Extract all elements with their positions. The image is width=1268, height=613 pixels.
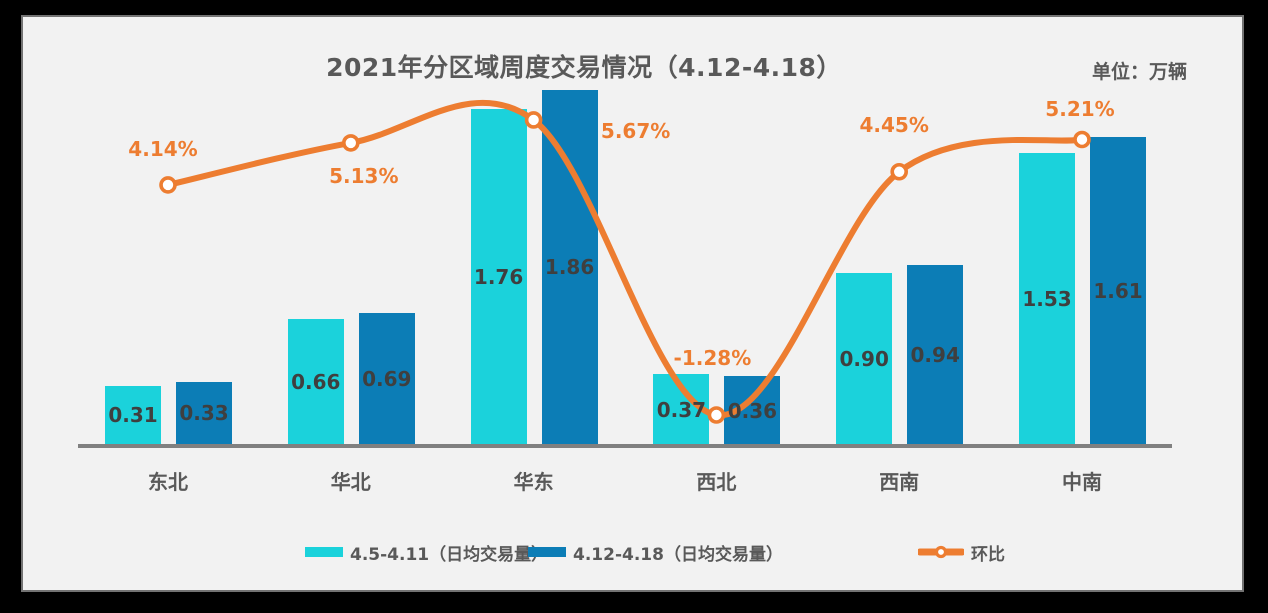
legend-label-week1: 4.5-4.11（日均交易量） [350,544,549,565]
line-value-label-1: 5.13% [329,163,399,188]
x-axis-label-4: 西南 [879,470,920,494]
x-axis-label-0: 东北 [148,470,188,494]
bar-value-label: 0.37 [656,397,707,422]
chart-title: 2021年分区域周度交易情况（4.12-4.18） [326,53,842,82]
bar-value-label: 0.33 [179,401,229,426]
bar-value-label: 0.36 [727,398,778,423]
x-axis-line [78,444,1172,448]
legend-item-week1: 4.5-4.11（日均交易量） [305,543,548,565]
bar-week1-0 [105,385,161,445]
legend-swatch-week1 [305,547,343,557]
bar-value-label: 1.86 [544,255,595,280]
x-axis-label-5: 中南 [1062,470,1102,494]
bar-value-label: 1.53 [1022,286,1072,311]
line-value-label-4: 4.45% [859,112,929,137]
bar-week2-5 [1090,137,1146,445]
line-value-label-0: 4.14% [128,136,198,161]
legend-item-ratio: 环比 [918,543,1005,565]
bar-value-label: 1.61 [1093,279,1143,304]
bar-value-label: 0.31 [108,403,158,428]
x-axis-label-3: 西北 [696,470,737,494]
legend-label-ratio: 环比 [971,544,1005,565]
unit-label: 单位：万辆 [1092,61,1188,83]
bar-value-label: 0.66 [291,369,341,394]
legend-swatch-week2 [528,547,566,557]
x-axis-label-2: 华东 [513,470,554,494]
bar-value-label: 1.76 [473,264,524,289]
line-value-label-3: -1.28% [673,346,752,370]
bar-value-label: 0.69 [362,367,412,392]
bar-value-label: 0.94 [910,343,960,368]
line-value-label-2: 5.67% [600,118,671,143]
x-axis-label-1: 华北 [330,470,371,494]
legend-line-marker-icon [918,545,964,559]
line-value-label-5: 5.21% [1045,97,1115,122]
legend-item-week2: 4.12-4.18（日均交易量） [528,543,783,565]
bar-value-label: 0.90 [839,347,889,372]
legend-label-week2: 4.12-4.18（日均交易量） [573,544,783,565]
